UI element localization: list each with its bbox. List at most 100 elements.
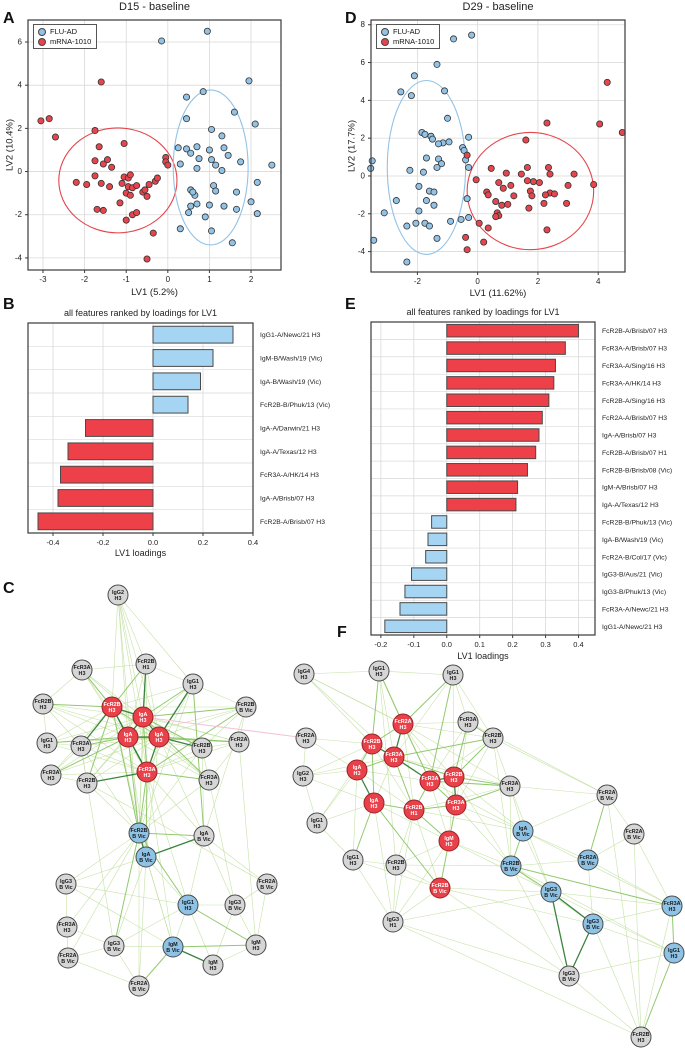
svg-text:-0.4: -0.4 — [47, 538, 60, 547]
svg-text:FcR2B-A/Brisb/07 H1: FcR2B-A/Brisb/07 H1 — [602, 450, 667, 457]
svg-text:FcR2B-A/Sing/16 H3: FcR2B-A/Sing/16 H3 — [602, 398, 665, 405]
svg-text:FcR2B-A/Brisb/07 H3: FcR2B-A/Brisb/07 H3 — [260, 519, 325, 526]
panel-d-legend: FLU-AD mRNA-1010 — [376, 24, 441, 49]
svg-text:4: 4 — [18, 81, 23, 90]
svg-text:FcR3A-A/Newc/21 H3: FcR3A-A/Newc/21 H3 — [602, 606, 669, 613]
mrna-1010-marker — [381, 37, 389, 46]
svg-text:IgG1-A/Newc/21 H3: IgG1-A/Newc/21 H3 — [602, 624, 663, 631]
panel-label-a: A — [3, 10, 15, 27]
svg-text:6: 6 — [361, 58, 366, 67]
panel-a-title: D15 - baseline — [119, 1, 190, 13]
panel-label-c: C — [3, 580, 15, 597]
svg-text:IgA-A/Brisb/07 H3: IgA-A/Brisb/07 H3 — [260, 496, 315, 503]
svg-text:-3: -3 — [39, 275, 47, 284]
svg-text:-2: -2 — [414, 277, 422, 286]
svg-text:IgA-B/Wash/19 (Vic): IgA-B/Wash/19 (Vic) — [602, 537, 663, 544]
flu-ad-marker — [381, 27, 389, 36]
legend-label: mRNA-1010 — [50, 37, 92, 46]
panel-b-xlabel: LV1 loadings — [114, 548, 167, 558]
svg-text:0.2: 0.2 — [507, 640, 517, 649]
svg-text:IgA-A/Brisb/07 H3: IgA-A/Brisb/07 H3 — [602, 433, 657, 440]
panel-a-legend: FLU-AD mRNA-1010 — [33, 24, 98, 49]
svg-text:IgA-A/Texas/12 H3: IgA-A/Texas/12 H3 — [260, 449, 317, 456]
svg-text:0: 0 — [475, 277, 480, 286]
panel-a-ylabel: LV2 (10.4%) — [4, 118, 16, 172]
svg-text:-2: -2 — [81, 275, 89, 284]
svg-text:2: 2 — [18, 124, 23, 133]
svg-text:0.0: 0.0 — [148, 538, 158, 547]
svg-text:0.2: 0.2 — [198, 538, 208, 547]
legend-item: mRNA-1010 — [38, 37, 91, 46]
svg-text:-0.2: -0.2 — [97, 538, 110, 547]
loadings-bar-chart-d15: -0.4 -0.2 0.0 0.2 0.4 IgG1-A/Newc/21 H3 IgM-B/… — [27, 322, 330, 547]
scatter-plot-d15: -3 -2 -1 0 1 2 -4 -2 0 2 4 6 — [15, 19, 282, 284]
svg-text:IgM-B/Wash/19 (Vic): IgM-B/Wash/19 (Vic) — [260, 356, 322, 363]
panel-label-f: F — [337, 624, 347, 641]
svg-text:2: 2 — [249, 275, 254, 284]
loadings-bar-chart-d29: -0.2 -0.1 0.0 0.1 0.2 0.3 0.4 FcR2B-A/Brisb/07 … — [370, 321, 672, 649]
svg-text:0.1: 0.1 — [474, 640, 484, 649]
svg-text:FcR2A-A/Brisb/07 H3: FcR2A-A/Brisb/07 H3 — [602, 415, 667, 422]
svg-text:2: 2 — [536, 277, 541, 286]
svg-text:IgM-A/Brisb/07 H3: IgM-A/Brisb/07 H3 — [602, 485, 658, 492]
svg-text:-2: -2 — [15, 210, 23, 219]
svg-text:FcR3A-A/HK/14 H3: FcR3A-A/HK/14 H3 — [260, 472, 319, 479]
mrna-1010-marker — [38, 37, 46, 46]
svg-text:FcR3A-A/Sing/16 H3: FcR3A-A/Sing/16 H3 — [602, 363, 665, 370]
panel-e-xlabel: LV1 loadings — [457, 651, 509, 661]
panel-b-title: all features ranked by loadings for LV1 — [64, 308, 217, 318]
panel-d-title: D29 - baseline — [462, 1, 534, 13]
panel-label-e: E — [345, 296, 356, 313]
